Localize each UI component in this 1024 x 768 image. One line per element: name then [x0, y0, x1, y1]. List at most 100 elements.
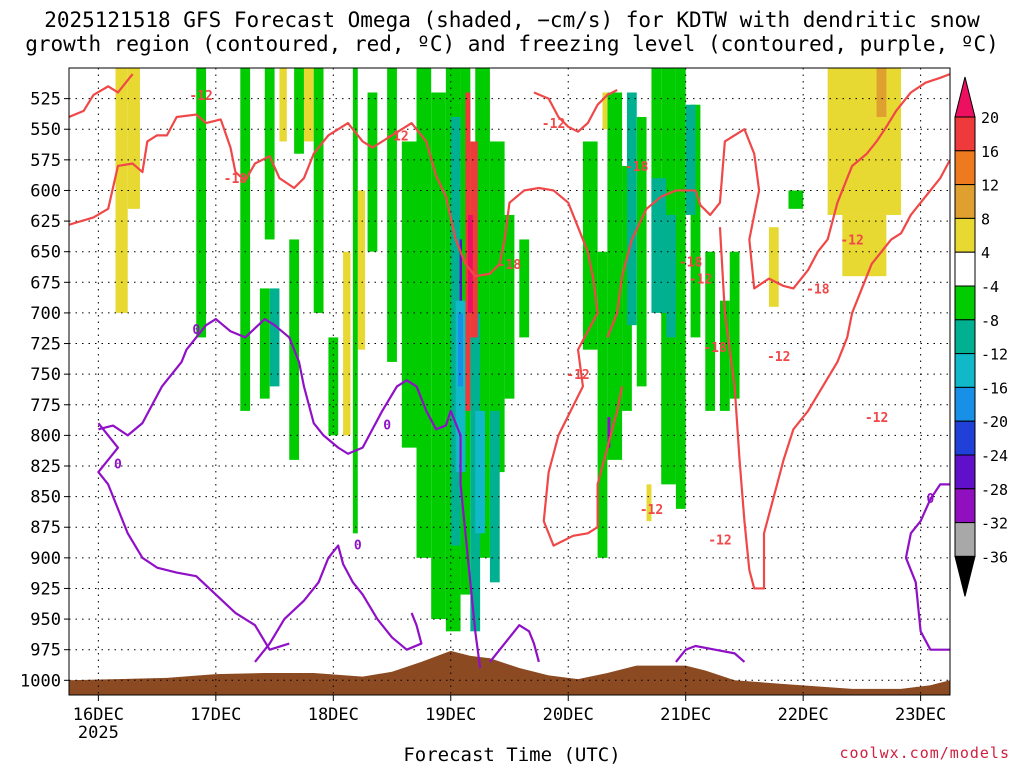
- site-credit[interactable]: coolwx.com/models: [839, 744, 1010, 762]
- snow-growth-contour: [718, 159, 950, 590]
- omega-cell: [719, 300, 730, 411]
- omega-cell: [357, 190, 366, 350]
- omega-cell: [489, 410, 500, 583]
- x-tick-sublabel: 2025: [78, 723, 119, 743]
- x-axis-label: Forecast Time (UTC): [403, 744, 621, 766]
- y-tick-label: 800: [30, 426, 61, 446]
- y-tick-label: 600: [30, 181, 61, 201]
- freezing-label: 0: [192, 323, 200, 338]
- colorbar-swatch: [954, 285, 976, 321]
- omega-cell: [690, 104, 701, 338]
- x-tick-label: 19DEC: [425, 705, 476, 725]
- freezing-label: 0: [114, 458, 122, 473]
- y-tick-label: 825: [30, 457, 61, 477]
- y-tick-label: 725: [30, 335, 61, 355]
- omega-cell: [343, 251, 351, 436]
- y-tick-label: 625: [30, 212, 61, 232]
- freezing-level-contour: [97, 422, 290, 651]
- omega-cell: [666, 214, 676, 338]
- freezing-label: 0: [354, 538, 362, 553]
- snow-growth-label: -12: [767, 350, 790, 365]
- y-tick-label: 1000: [20, 671, 61, 691]
- colorbar-label: -12: [981, 346, 1008, 364]
- omega-cell: [294, 68, 304, 154]
- omega-cell: [607, 417, 611, 448]
- freezing-level-contour: [254, 544, 423, 663]
- colorbar-label: -32: [981, 515, 1008, 533]
- omega-cell: [127, 68, 140, 209]
- omega-cell: [196, 68, 207, 338]
- y-tick-label: 925: [30, 579, 61, 599]
- omega-cell: [269, 288, 280, 387]
- omega-cell: [328, 337, 339, 436]
- omega-cell: [367, 92, 378, 252]
- omega-cell: [387, 68, 397, 362]
- contour-label-layer: -12 -18 -12 -18 -12 -12 -18 -18 -12 -12 -18 -12 -12 -…: [114, 89, 934, 553]
- colorbar-swatch: [954, 353, 976, 388]
- omega-cell: [842, 214, 887, 277]
- omega-cell: [626, 92, 637, 326]
- colorbar-label: -4: [981, 278, 999, 296]
- omega-cell: [607, 92, 623, 460]
- snow-growth-contour: [69, 73, 134, 118]
- omega-cell: [264, 68, 275, 240]
- x-tick-label: 16DEC: [73, 705, 124, 725]
- omega-cell: [458, 312, 464, 387]
- omega-cell: [788, 190, 804, 209]
- snow-growth-contour: [606, 73, 950, 338]
- chart-title-line-1: 2025121518 GFS Forecast Omega (shaded, −…: [44, 8, 980, 32]
- colorbar-swatch: [954, 454, 976, 490]
- colorbar-swatch: [954, 251, 976, 287]
- colorbar-swatch: [954, 386, 976, 422]
- colorbar: 20 16 12 8 4 -4 -8 -12 -16 -20 -24 -28 -32 -36: [954, 76, 1008, 597]
- freezing-level-contour: [904, 483, 950, 651]
- y-tick-label: 875: [30, 518, 61, 538]
- colorbar-swatch: [954, 420, 976, 456]
- colorbar-label: 4: [981, 244, 990, 262]
- snow-growth-label: -12: [689, 273, 712, 288]
- omega-cell: [467, 214, 473, 313]
- contour-layer: [69, 73, 950, 669]
- freezing-level-contour: [98, 317, 482, 669]
- colorbar-swatch: [954, 150, 976, 186]
- omega-cell: [729, 251, 740, 399]
- y-tick-label: 900: [30, 549, 61, 569]
- omega-cell: [352, 68, 358, 534]
- chart-title-line-2: growth region (contoured, red, ºC) and f…: [25, 32, 999, 56]
- colorbar-top-arrow: [954, 76, 976, 118]
- freezing-label: 0: [383, 418, 391, 433]
- snow-growth-label: -12: [865, 411, 888, 426]
- omega-cell: [489, 141, 505, 473]
- omega-cell: [279, 68, 287, 142]
- snow-growth-label: -18: [703, 341, 727, 356]
- y-tick-label: 950: [30, 610, 61, 630]
- omega-cell: [685, 104, 696, 215]
- snow-growth-label: -12: [566, 368, 589, 383]
- terrain-layer: [69, 650, 950, 695]
- snow-growth-label: -12: [708, 533, 731, 548]
- colorbar-swatch: [954, 116, 976, 152]
- grid-layer: [69, 68, 950, 695]
- colorbar-label: -28: [981, 481, 1008, 499]
- snow-growth-label: -18: [498, 258, 522, 273]
- snow-growth-label: -18: [224, 172, 248, 187]
- snow-growth-label: -12: [840, 233, 863, 248]
- snow-growth-label: -12: [189, 89, 212, 104]
- plot-frame: [68, 67, 951, 696]
- snow-growth-label: -12: [542, 117, 565, 132]
- x-tick-label: 23DEC: [895, 705, 946, 725]
- omega-cell: [705, 251, 716, 411]
- colorbar-label: 8: [981, 210, 990, 228]
- y-tick-label: 675: [30, 273, 61, 293]
- omega-cell: [313, 68, 324, 313]
- x-tick-label: 18DEC: [308, 705, 359, 725]
- omega-cell: [504, 214, 515, 399]
- omega-cell: [470, 141, 478, 338]
- snow-growth-contour: [542, 273, 624, 547]
- omega-cell: [651, 178, 667, 313]
- omega-cell: [651, 68, 662, 252]
- omega-cell: [240, 68, 251, 411]
- snow-growth-label: -12: [385, 129, 408, 144]
- freezing-level-contour: [675, 644, 746, 663]
